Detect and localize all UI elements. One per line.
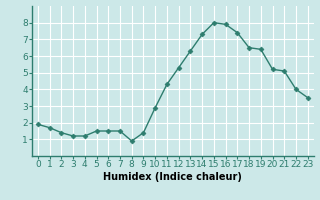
X-axis label: Humidex (Indice chaleur): Humidex (Indice chaleur) [103, 172, 242, 182]
